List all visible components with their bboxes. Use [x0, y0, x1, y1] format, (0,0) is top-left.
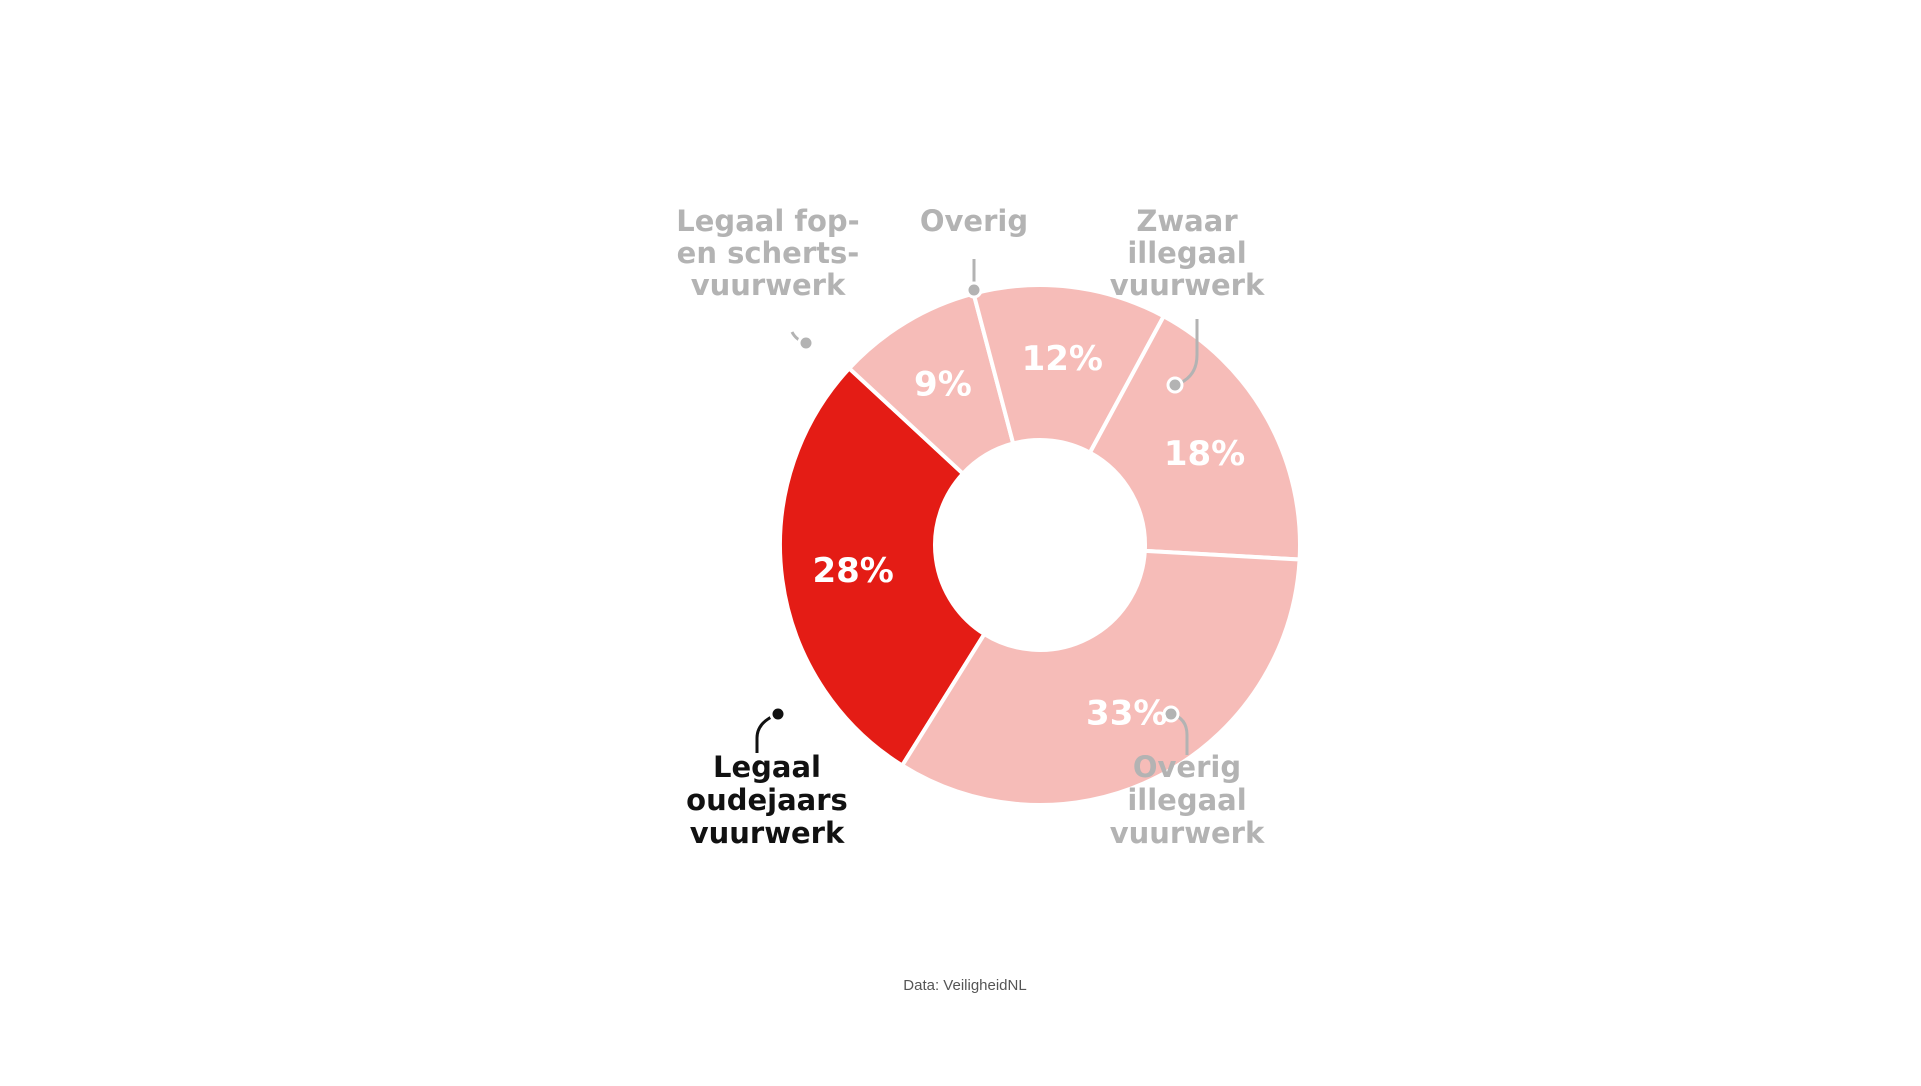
value-label-legaal-oudejaars-vuurwerk: 28% — [812, 551, 893, 591]
category-label-line: illegaal — [1127, 236, 1246, 270]
connector-legaal-fop-en-scherts-vuurwerk-dot — [797, 334, 815, 352]
category-label-legaal-oudejaars-vuurwerk: Legaal oudejaars vuurwerk — [686, 750, 848, 850]
category-label-line: illegaal — [1127, 783, 1246, 817]
slices-group — [778, 283, 1302, 807]
category-label-line: vuurwerk — [1110, 268, 1265, 302]
slice-overig-illegaal-vuurwerk — [900, 548, 1302, 807]
category-label-line: en scherts- — [677, 236, 860, 270]
connector-overig-illegaal-vuurwerk-dot — [1162, 705, 1180, 723]
slice-overig — [971, 283, 1166, 455]
slice-zwaar-illegaal-vuurwerk — [1087, 314, 1302, 562]
value-label-zwaar-illegaal-vuurwerk: 18% — [1164, 434, 1245, 474]
value-label-overig-illegaal-vuurwerk: 33% — [1086, 693, 1167, 733]
category-label-overig-illegaal-vuurwerk: Overig illegaal vuurwerk — [1110, 750, 1265, 850]
category-label-line: Overig — [920, 204, 1028, 238]
category-label-line: Overig — [1133, 750, 1241, 784]
category-label-line: vuurwerk — [1110, 816, 1265, 850]
category-label-line: Zwaar — [1136, 204, 1238, 238]
category-label-line: oudejaars — [686, 783, 848, 817]
connector-overig-dot — [965, 281, 983, 299]
value-label-overig: 12% — [1022, 339, 1103, 379]
category-label-line: vuurwerk — [690, 816, 845, 850]
category-label-overig: Overig — [920, 204, 1028, 238]
connectors-group — [755, 259, 1199, 755]
connector-legaal-oudejaars-vuurwerk-dot — [769, 705, 787, 723]
category-label-line: Legaal fop- — [676, 204, 859, 238]
connector-zwaar-illegaal-vuurwerk-dot — [1166, 376, 1184, 394]
value-label-legaal-fop-en-scherts-vuurwerk: 9% — [914, 364, 972, 404]
category-label-line: vuurwerk — [691, 268, 846, 302]
value-labels-group: 28% 9% 12% 18% 33% — [812, 339, 1245, 734]
slice-legaal-oudejaars-vuurwerk — [778, 366, 987, 768]
source-note: Data: VeiligheidNL — [903, 977, 1026, 994]
category-label-zwaar-illegaal-vuurwerk: Zwaar illegaal vuurwerk — [1110, 204, 1265, 302]
category-label-legaal-fop-en-scherts-vuurwerk: Legaal fop-en scherts-vuurwerk — [676, 204, 859, 302]
category-label-line: Legaal — [713, 750, 821, 784]
